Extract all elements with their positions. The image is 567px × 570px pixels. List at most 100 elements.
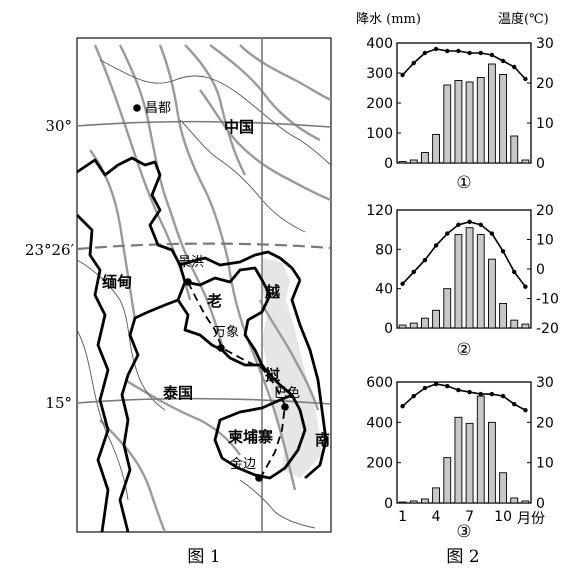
city-jinghong: 景洪 (178, 255, 204, 270)
precip-bar-month-1 (398, 324, 407, 329)
country-vietnam-2: 南 (315, 431, 330, 449)
precip-bar-month-2 (409, 500, 418, 504)
temp-point-month-11 (512, 401, 517, 407)
precip-bar-month-8 (476, 77, 485, 164)
left-axis-title: 降水 (mm) (356, 12, 421, 27)
city-dot-changdu (133, 104, 141, 112)
precip-bar-month-7 (465, 81, 474, 164)
precip-tick-label: 0 (384, 321, 393, 337)
precip-tick-label: 400 (366, 36, 393, 52)
precip-tick-label: 200 (366, 456, 393, 472)
x-tick-label: 1 (398, 509, 407, 525)
temp-point-month-7 (467, 219, 472, 224)
precip-bar-month-5 (443, 84, 452, 164)
city-dot-vientiane (217, 344, 225, 352)
temp-point-month-12 (523, 408, 528, 413)
temp-point-month-12 (523, 76, 528, 82)
precip-bar-month-1 (398, 501, 407, 504)
temp-point-month-3 (422, 385, 428, 391)
temp-tick-label: 0 (536, 496, 545, 512)
precip-bar-month-11 (510, 497, 519, 504)
temp-point-month-6 (456, 222, 461, 227)
figure2-caption: 图 2 (446, 547, 479, 567)
temp-tick-label: 0 (536, 262, 545, 278)
climate-panel-3: 0 200 400 600 0 10 20 30 1 4 7 10 ③ (366, 375, 554, 542)
city-dot-pakse (281, 403, 289, 411)
temp-point-month-9 (489, 391, 495, 397)
country-china: 中国 (224, 118, 254, 136)
temp-point-month-8 (478, 222, 483, 227)
city-vientiane: 万象 (213, 325, 239, 340)
temp-point-month-10 (500, 393, 506, 399)
temp-point-month-2 (411, 60, 416, 66)
temp-point-month-11 (512, 269, 517, 275)
temp-point-month-9 (489, 52, 495, 58)
temp-point-month-8 (478, 50, 483, 56)
temp-tick-label: 10 (536, 233, 554, 249)
x-tick-label: 4 (432, 509, 441, 525)
temp-point-month-4 (433, 243, 439, 248)
precip-bar-month-9 (488, 421, 496, 504)
temp-point-month-4 (433, 46, 439, 52)
precip-bar-month-8 (476, 395, 485, 504)
temp-point-month-2 (411, 393, 416, 399)
precip-bar-month-3 (421, 498, 429, 504)
temp-point-month-5 (445, 231, 450, 236)
precip-tick-label: 600 (366, 375, 393, 391)
precip-bar-month-3 (421, 317, 429, 329)
climate-panel-2: 0 40 80 120 -20 -10 0 10 20 ② (366, 203, 559, 360)
x-tick-label: 7 (465, 509, 474, 525)
precip-tick-label: 120 (366, 203, 393, 219)
precip-tick-label: 200 (366, 96, 393, 112)
precip-bar-month-6 (454, 234, 463, 329)
climate-panels: 01002003004000102030①04080120-20-1001020… (366, 36, 559, 542)
precip-bar-month-10 (499, 472, 507, 504)
temp-point-month-5 (445, 48, 450, 54)
temp-point-month-2 (411, 269, 416, 275)
precip-bar-month-1 (398, 161, 407, 164)
lat-15-label: 15° (45, 394, 72, 412)
country-myanmar: 缅甸 (102, 273, 132, 291)
precip-tick-label: 300 (366, 66, 393, 82)
temp-tick-label: 20 (536, 415, 554, 431)
city-dot-jinghong (184, 278, 192, 286)
precip-bar-month-7 (465, 227, 474, 329)
panel-label: ③ (456, 522, 471, 542)
precip-bar-month-6 (454, 416, 463, 504)
map-figure-1: 30° 23°26′ 15° 中国 缅甸 老 挝 越 南 泰国 柬埔寨 昌都 景… (25, 37, 332, 567)
precip-tick-label: 100 (366, 126, 393, 142)
temp-tick-label: 30 (536, 375, 554, 391)
precip-bar-month-4 (432, 134, 440, 164)
temp-point-month-10 (500, 249, 506, 254)
precip-bar-month-4 (432, 487, 440, 504)
country-labels: 中国 缅甸 老 挝 越 南 泰国 柬埔寨 (102, 118, 330, 449)
national-borders (77, 156, 328, 532)
mekong-route (187, 281, 286, 476)
temp-point-month-1 (400, 72, 405, 78)
panel-label: ① (456, 173, 471, 193)
climate-charts-figure-2: 降水 (mm) 温度(℃) 01002003004000102030①04080… (356, 11, 559, 567)
lat-23-label: 23°26′ (25, 241, 75, 259)
temp-point-month-12 (523, 284, 528, 289)
precip-bar-month-10 (499, 74, 507, 164)
country-laos-2: 挝 (265, 366, 281, 384)
country-laos-1: 老 (206, 292, 222, 310)
city-pakse: 巴色 (274, 385, 300, 401)
country-cambodia: 柬埔寨 (228, 428, 273, 446)
temp-point-month-6 (456, 387, 461, 393)
city-markers: 昌都 景洪 万象 巴色 金边 (133, 101, 300, 482)
precip-bar-month-3 (421, 152, 429, 164)
vietnam-shading (262, 258, 322, 478)
tropic-of-cancer (77, 242, 331, 251)
precip-bar-month-7 (465, 422, 474, 504)
precip-bar-month-12 (521, 159, 530, 164)
x-tick-label: 10 (494, 509, 512, 525)
precip-bar-month-2 (409, 322, 418, 329)
precip-bar-month-11 (510, 319, 519, 329)
temp-point-month-9 (489, 231, 495, 236)
temp-point-month-8 (478, 391, 483, 397)
temp-tick-label: 20 (536, 76, 554, 92)
city-phnompenh: 金边 (230, 456, 256, 472)
panel-frame (396, 381, 532, 504)
